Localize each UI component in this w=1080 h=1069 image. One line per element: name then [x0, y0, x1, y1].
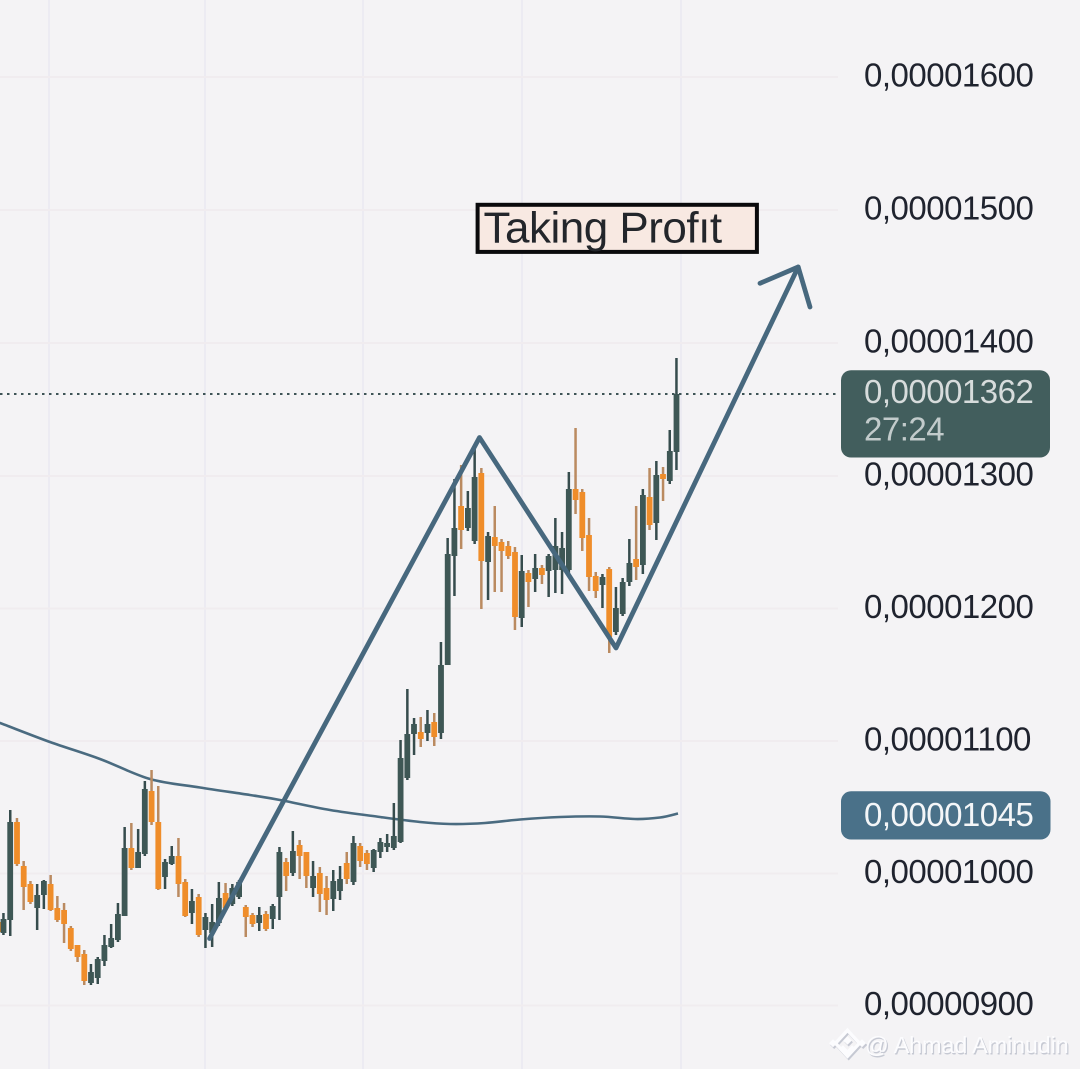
svg-text:0,00001200: 0,00001200 [864, 588, 1033, 625]
svg-text:0,00000900: 0,00000900 [864, 985, 1033, 1022]
svg-text:0,00001100: 0,00001100 [864, 721, 1031, 758]
svg-text:0,00001362: 0,00001362 [864, 373, 1033, 410]
svg-text:27:24: 27:24 [864, 411, 944, 448]
svg-text:@ Ahmad Aminudin: @ Ahmad Aminudin [865, 1032, 1069, 1058]
svg-text:0,00001500: 0,00001500 [864, 190, 1033, 227]
svg-text:0,00001300: 0,00001300 [864, 456, 1033, 493]
svg-text:Taking Profıt: Taking Profıt [484, 204, 722, 253]
svg-text:0,00001600: 0,00001600 [864, 57, 1033, 94]
svg-text:0,00001000: 0,00001000 [864, 853, 1033, 890]
svg-text:0,00001400: 0,00001400 [864, 323, 1033, 360]
svg-text:@ Ahmad Aminudin: @ Ahmad Aminudin [866, 1034, 1070, 1060]
svg-text:0,00001045: 0,00001045 [864, 796, 1033, 833]
